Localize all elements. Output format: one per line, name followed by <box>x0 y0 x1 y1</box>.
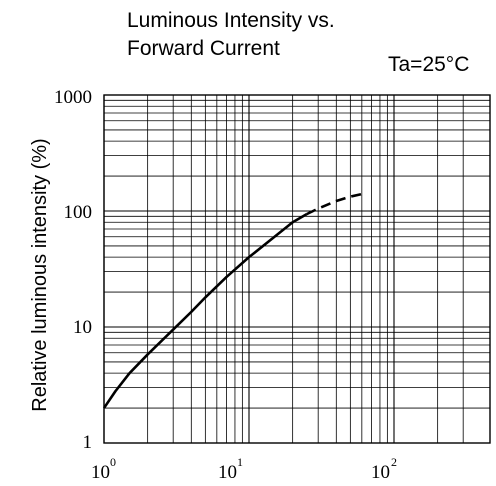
x-tick-exponent-0: 0 <box>110 455 116 469</box>
temperature-annotation: Ta=25°C <box>388 53 469 76</box>
chart-title-line-2: Forward Current <box>127 37 280 60</box>
plot-curves <box>102 192 363 409</box>
y-tick-label-1000: 1000 <box>54 87 92 108</box>
y-tick-label-1: 1 <box>83 432 93 453</box>
plot-frame <box>103 94 491 444</box>
y-axis-label: Relative luminous intensity (%) <box>29 138 51 411</box>
x-tick-base-2: 10 <box>371 462 390 483</box>
plot-grid <box>103 94 491 444</box>
x-tick-exponent-2: 2 <box>391 455 397 469</box>
chart-title-line-1: Luminous Intensity vs. <box>127 9 335 32</box>
x-tick-base-0: 10 <box>91 462 110 483</box>
y-tick-label-10: 10 <box>73 317 92 338</box>
x-tick-label-10e1: 10 1 <box>218 455 243 483</box>
x-tick-exponent-1: 1 <box>237 455 243 469</box>
x-tick-label-10e2: 10 2 <box>371 455 397 483</box>
y-tick-label-100: 100 <box>64 202 93 223</box>
x-tick-label-10e0: 10 0 <box>91 455 116 483</box>
series-solid-line-0 <box>102 212 308 409</box>
x-tick-base-1: 10 <box>218 462 237 483</box>
series-dashed-line-1 <box>306 192 363 216</box>
